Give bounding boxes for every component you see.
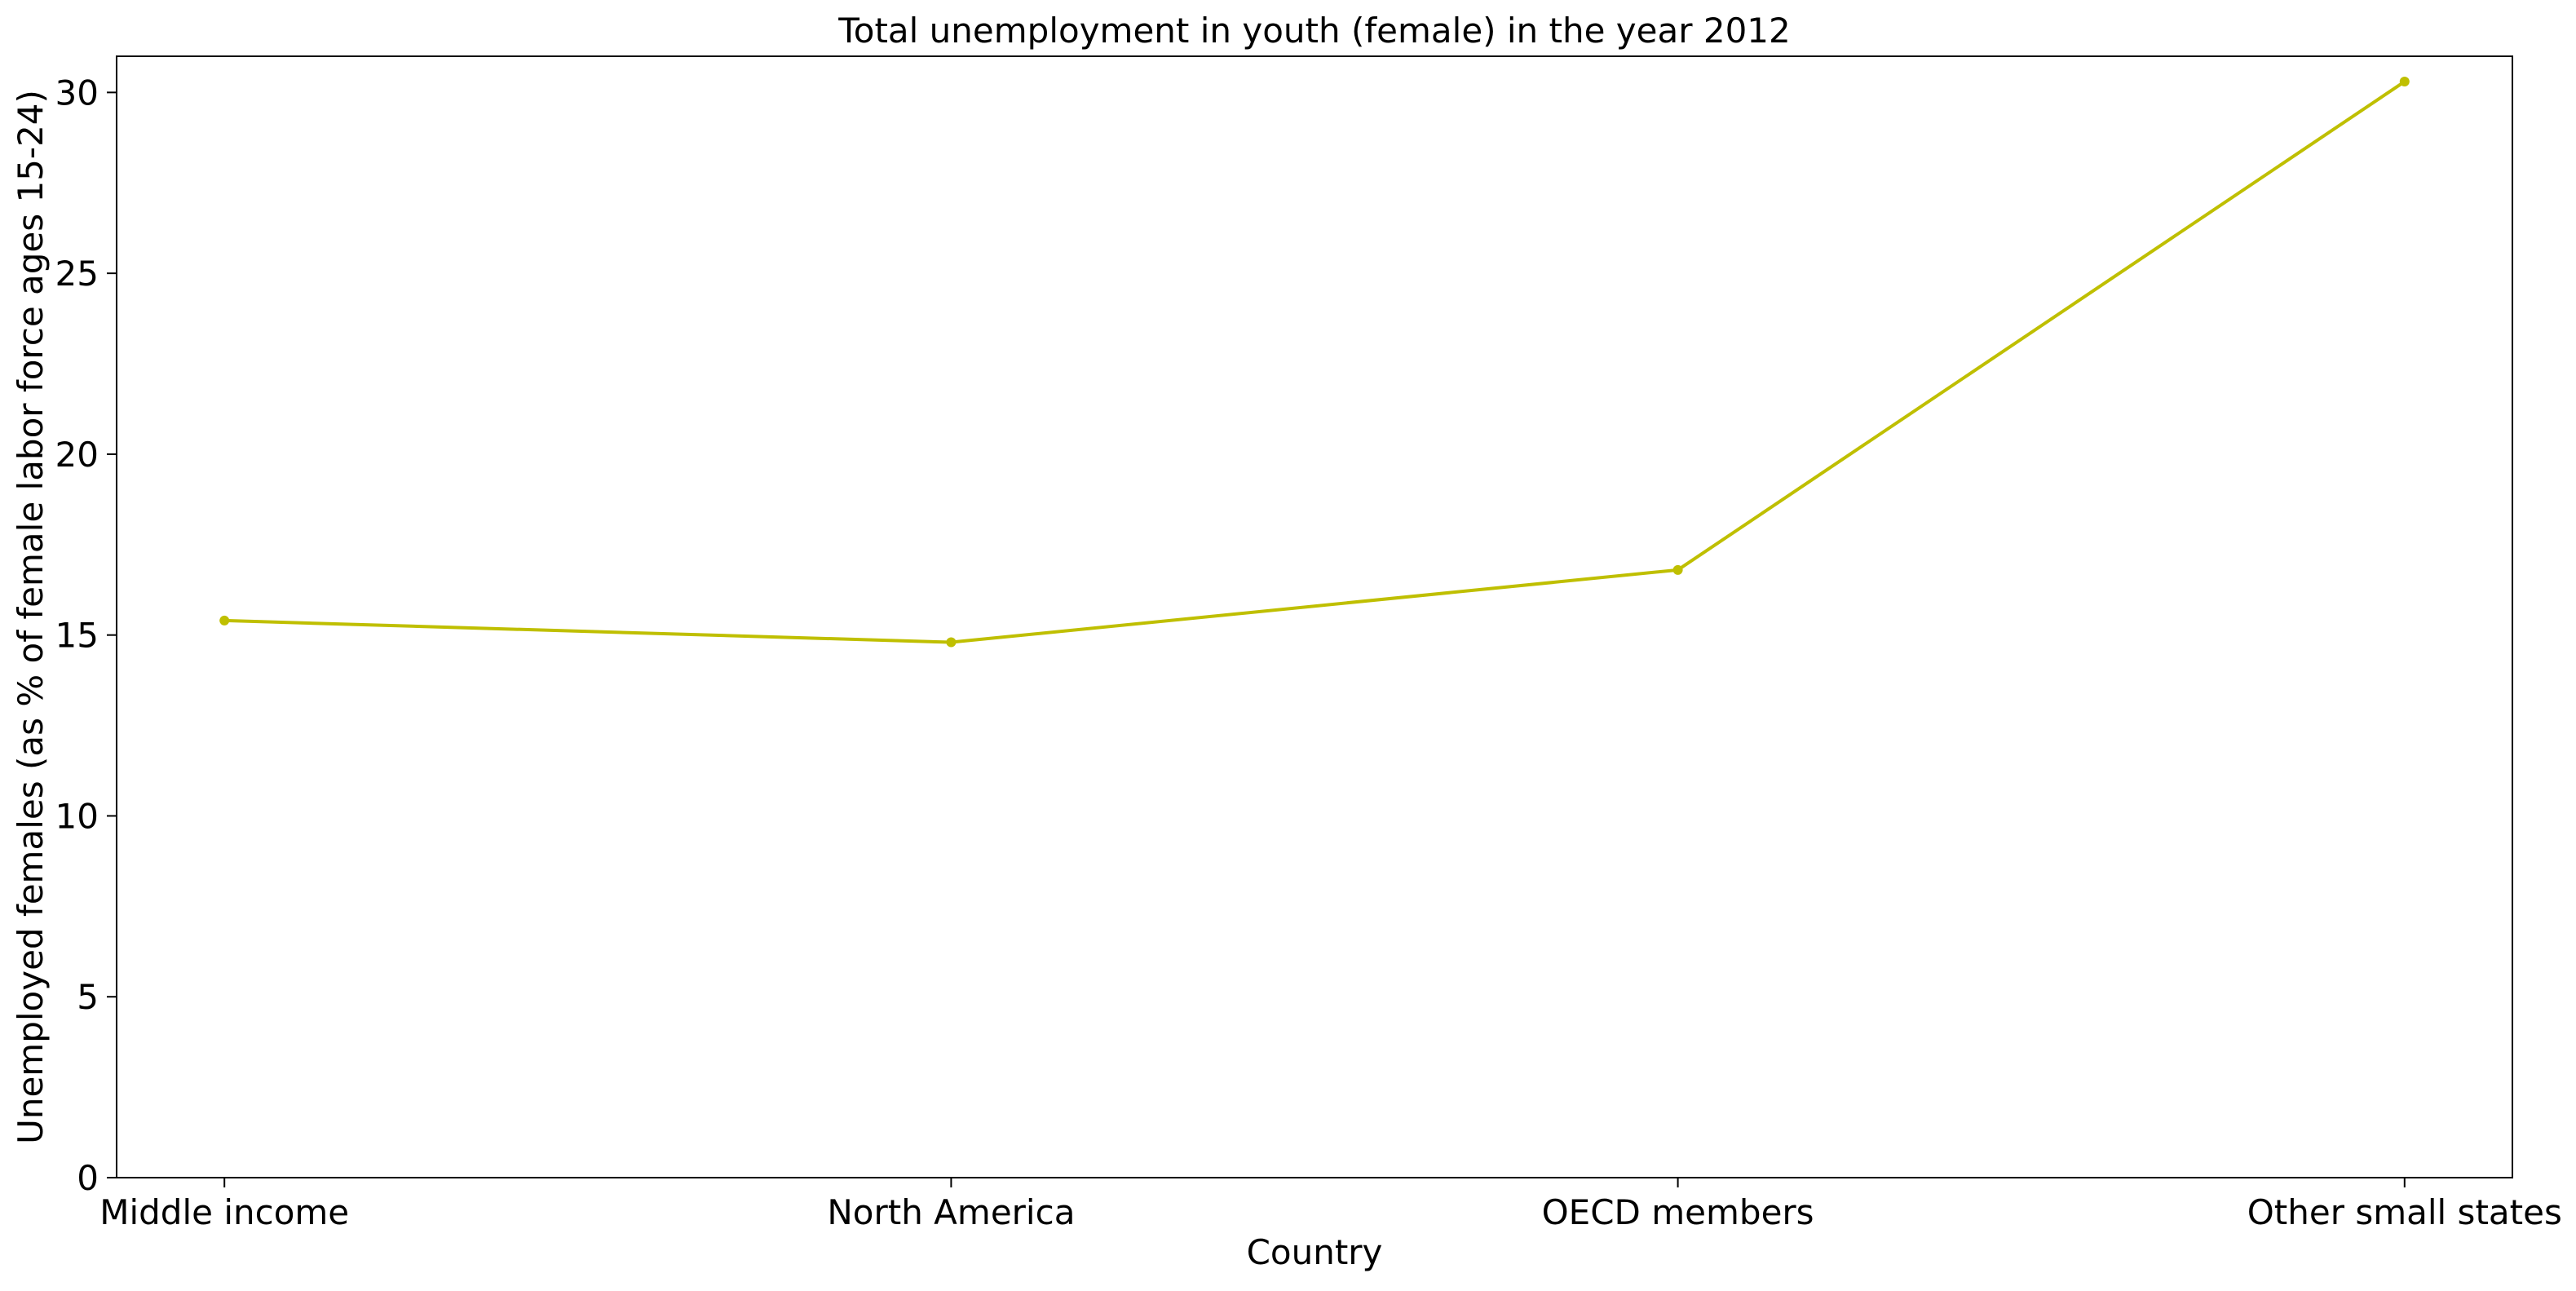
plot-frame	[116, 55, 2513, 1178]
y-tick-label: 0	[77, 1158, 99, 1198]
series-line	[224, 80, 2406, 644]
data-point	[1672, 564, 1683, 575]
x-axis-label: Country	[1247, 1232, 1383, 1272]
y-tick-label: 25	[55, 254, 99, 294]
data-point	[219, 615, 230, 626]
y-tick-label: 10	[55, 796, 99, 836]
data-point	[2399, 77, 2410, 87]
y-tick-label: 30	[55, 73, 99, 113]
chart-title: Total unemployment in youth (female) in …	[837, 11, 1791, 51]
x-tick-label: OECD members	[1542, 1192, 1814, 1232]
x-tick-label: Other small states	[2247, 1192, 2562, 1232]
x-tick-label: Middle income	[99, 1192, 349, 1232]
y-tick-label: 15	[55, 616, 99, 656]
y-axis-label: Unemployed females (as % of female labor…	[11, 90, 51, 1144]
data-point	[946, 637, 957, 648]
x-tick-label: North America	[827, 1192, 1075, 1232]
y-tick-label: 20	[55, 435, 99, 475]
plot-area: 0 5 10 15 20 25 30 Middle income North America OE…	[55, 55, 2562, 1232]
y-tick-label: 5	[77, 977, 99, 1017]
